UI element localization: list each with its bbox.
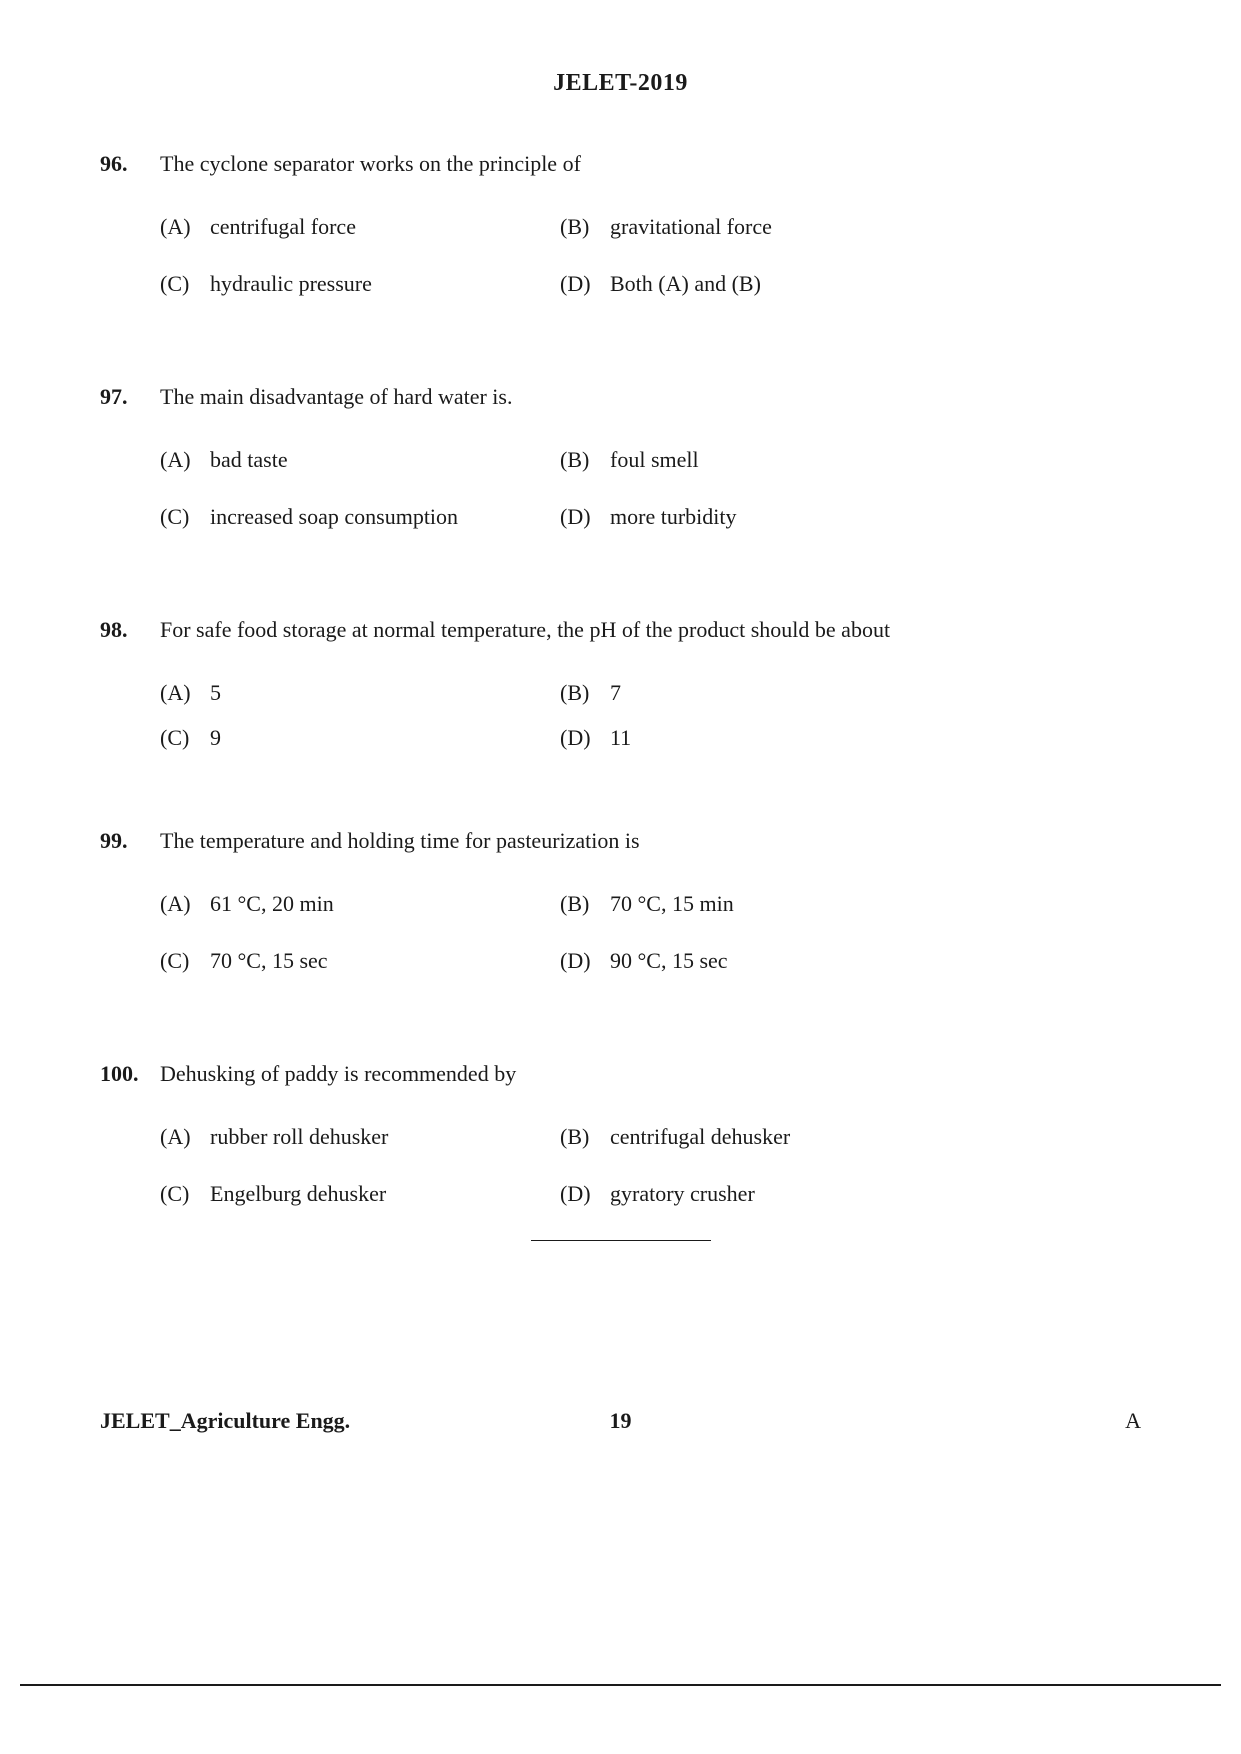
option-d: (D) gyratory crusher <box>560 1177 755 1210</box>
option-a: (A) bad taste <box>160 443 560 476</box>
option-text: gyratory crusher <box>610 1177 755 1210</box>
option-text: hydraulic pressure <box>210 267 560 300</box>
option-text: 70 °C, 15 min <box>610 887 734 920</box>
option-b: (B) 7 <box>560 676 621 709</box>
option-text: Both (A) and (B) <box>610 267 761 300</box>
option-b: (B) foul smell <box>560 443 699 476</box>
option-text: 5 <box>210 676 560 709</box>
option-text: 61 °C, 20 min <box>210 887 560 920</box>
option-label: (D) <box>560 721 610 754</box>
option-label: (B) <box>560 210 610 243</box>
option-label: (B) <box>560 1120 610 1153</box>
option-text: gravitational force <box>610 210 772 243</box>
question-100: 100. Dehusking of paddy is recommended b… <box>100 1057 1141 1210</box>
options-group: (A) bad taste (B) foul smell (C) increas… <box>160 443 1141 533</box>
option-text: Engelburg dehusker <box>210 1177 560 1210</box>
option-a: (A) rubber roll dehusker <box>160 1120 560 1153</box>
footer-page-number: 19 <box>610 1408 632 1434</box>
question-96: 96. The cyclone separator works on the p… <box>100 147 1141 300</box>
option-text: 90 °C, 15 sec <box>610 944 728 977</box>
question-99: 99. The temperature and holding time for… <box>100 824 1141 977</box>
option-label: (A) <box>160 676 210 709</box>
option-a: (A) 61 °C, 20 min <box>160 887 560 920</box>
question-number: 99. <box>100 824 160 857</box>
option-label: (D) <box>560 500 610 533</box>
option-label: (C) <box>160 267 210 300</box>
bottom-divider <box>20 1684 1221 1686</box>
option-c: (C) 70 °C, 15 sec <box>160 944 560 977</box>
option-c: (C) Engelburg dehusker <box>160 1177 560 1210</box>
option-label: (C) <box>160 500 210 533</box>
question-text: Dehusking of paddy is recommended by <box>160 1057 1141 1090</box>
option-text: foul smell <box>610 443 699 476</box>
option-c: (C) increased soap consumption <box>160 500 560 533</box>
question-98: 98. For safe food storage at normal temp… <box>100 613 1141 754</box>
page-header: JELET-2019 <box>100 70 1141 97</box>
option-text: 11 <box>610 721 631 754</box>
option-c: (C) hydraulic pressure <box>160 267 560 300</box>
question-97: 97. The main disadvantage of hard water … <box>100 380 1141 533</box>
option-text: 70 °C, 15 sec <box>210 944 560 977</box>
option-text: centrifugal dehusker <box>610 1120 790 1153</box>
options-group: (A) rubber roll dehusker (B) centrifugal… <box>160 1120 1141 1210</box>
option-text: increased soap consumption <box>210 500 560 533</box>
option-d: (D) 90 °C, 15 sec <box>560 944 728 977</box>
option-label: (C) <box>160 944 210 977</box>
options-group: (A) 61 °C, 20 min (B) 70 °C, 15 min (C) … <box>160 887 1141 977</box>
option-label: (A) <box>160 1120 210 1153</box>
option-label: (B) <box>560 887 610 920</box>
option-label: (C) <box>160 1177 210 1210</box>
option-label: (A) <box>160 443 210 476</box>
option-label: (C) <box>160 721 210 754</box>
option-label: (B) <box>560 443 610 476</box>
footer-left: JELET_Agriculture Engg. <box>100 1408 350 1434</box>
option-text: 7 <box>610 676 621 709</box>
option-b: (B) centrifugal dehusker <box>560 1120 790 1153</box>
option-label: (D) <box>560 267 610 300</box>
option-label: (B) <box>560 676 610 709</box>
option-a: (A) 5 <box>160 676 560 709</box>
option-label: (A) <box>160 210 210 243</box>
options-group: (A) centrifugal force (B) gravitational … <box>160 210 1141 300</box>
option-d: (D) more turbidity <box>560 500 736 533</box>
option-label: (D) <box>560 1177 610 1210</box>
option-text: bad taste <box>210 443 560 476</box>
option-d: (D) Both (A) and (B) <box>560 267 761 300</box>
question-text: The main disadvantage of hard water is. <box>160 380 1141 413</box>
question-number: 98. <box>100 613 160 646</box>
question-number: 96. <box>100 147 160 180</box>
option-a: (A) centrifugal force <box>160 210 560 243</box>
option-b: (B) gravitational force <box>560 210 772 243</box>
option-c: (C) 9 <box>160 721 560 754</box>
exam-page: JELET-2019 96. The cyclone separator wor… <box>0 0 1241 1754</box>
option-label: (D) <box>560 944 610 977</box>
option-text: 9 <box>210 721 560 754</box>
question-number: 97. <box>100 380 160 413</box>
page-footer: JELET_Agriculture Engg. 19 A <box>100 1408 1141 1434</box>
question-text: The cyclone separator works on the princ… <box>160 147 1141 180</box>
option-text: centrifugal force <box>210 210 560 243</box>
option-label: (A) <box>160 887 210 920</box>
option-text: more turbidity <box>610 500 736 533</box>
question-number: 100. <box>100 1057 160 1090</box>
option-text: rubber roll dehusker <box>210 1120 560 1153</box>
option-d: (D) 11 <box>560 721 631 754</box>
question-text: The temperature and holding time for pas… <box>160 824 1141 857</box>
option-b: (B) 70 °C, 15 min <box>560 887 734 920</box>
footer-right: A <box>1125 1408 1141 1434</box>
end-divider <box>531 1240 711 1241</box>
question-text: For safe food storage at normal temperat… <box>160 613 1141 646</box>
options-group: (A) 5 (B) 7 (C) 9 (D) 11 <box>160 676 1141 754</box>
